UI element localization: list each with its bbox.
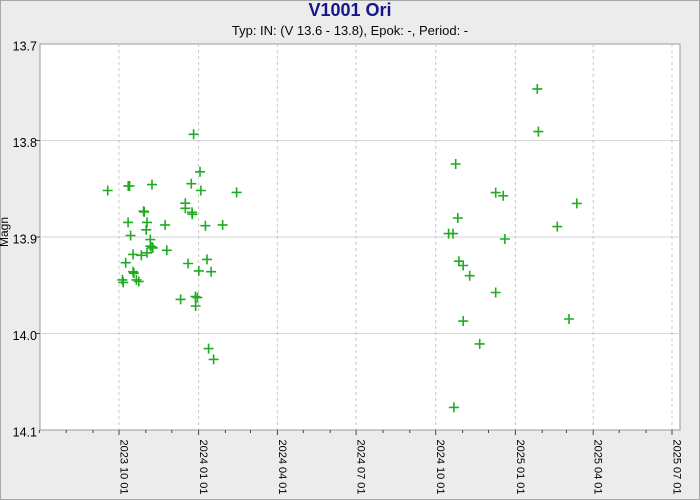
svg-text:2024 07 01: 2024 07 01 — [355, 440, 367, 495]
svg-text:13.8: 13.8 — [13, 136, 37, 150]
svg-text:14.0: 14.0 — [13, 329, 37, 343]
svg-text:14.1: 14.1 — [13, 426, 37, 440]
svg-text:2023 10 01: 2023 10 01 — [118, 440, 130, 495]
svg-text:2024 04 01: 2024 04 01 — [276, 440, 288, 495]
svg-text:2025 04 01: 2025 04 01 — [592, 440, 604, 495]
svg-text:2025 07 01: 2025 07 01 — [671, 440, 683, 495]
svg-text:2024 10 01: 2024 10 01 — [434, 440, 446, 495]
svg-text:2025 01 01: 2025 01 01 — [514, 440, 526, 495]
svg-text:13.7: 13.7 — [13, 40, 37, 54]
svg-text:13.9: 13.9 — [13, 233, 37, 247]
svg-text:2024 01 01: 2024 01 01 — [197, 440, 209, 495]
